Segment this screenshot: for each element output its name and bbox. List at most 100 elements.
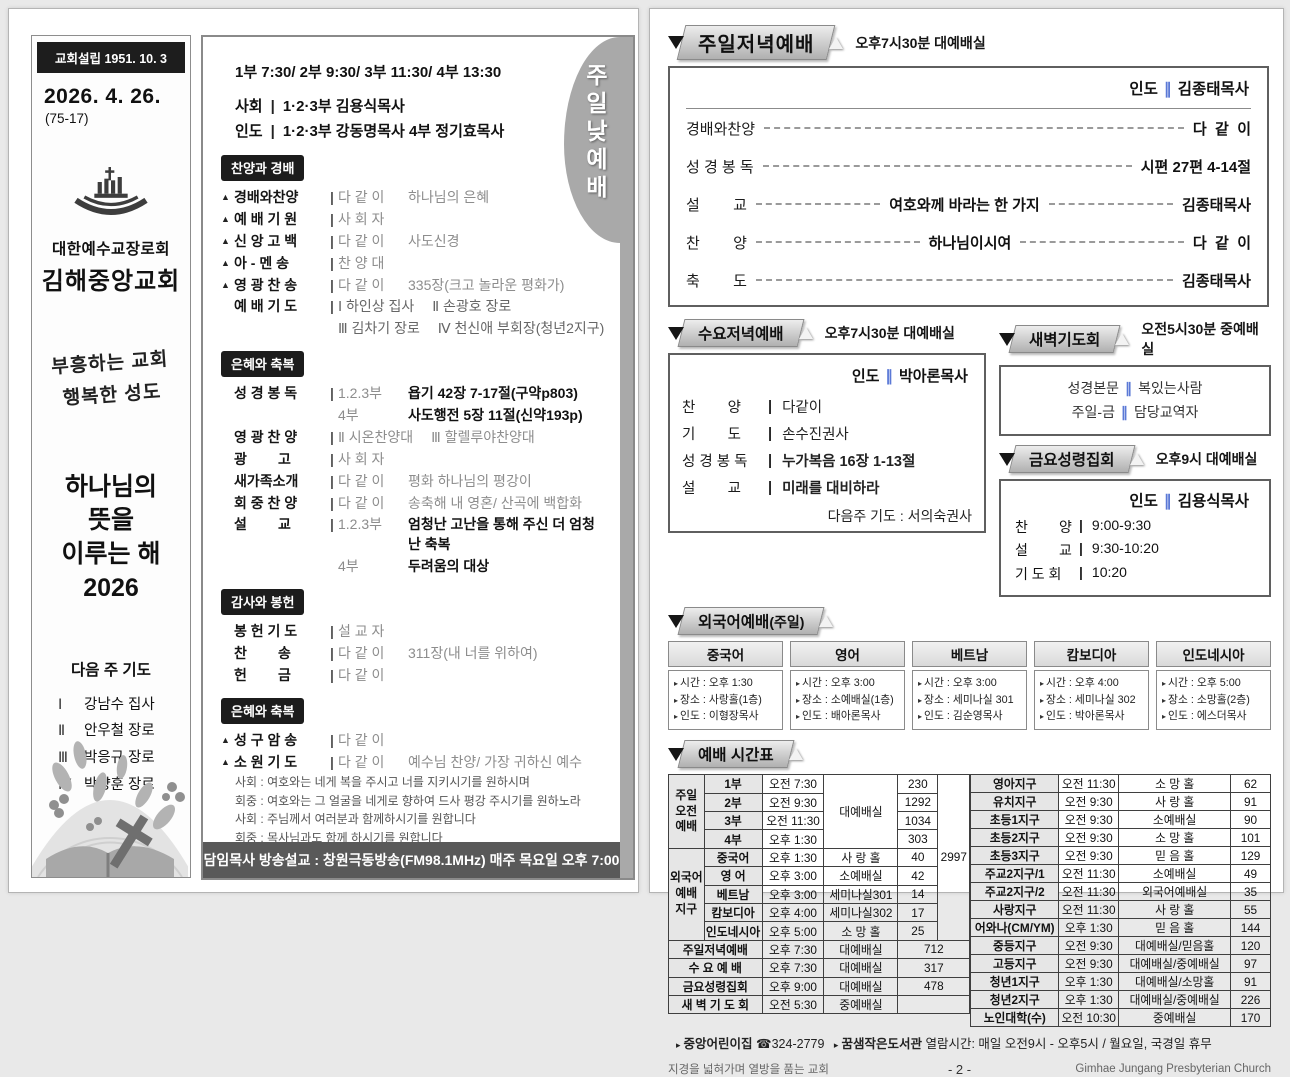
order-detail: Ⅱ 시온찬양대 Ⅲ 할렐루야찬양대 <box>338 428 535 445</box>
tt-cell: 소 망 홀 <box>823 921 899 941</box>
order-performer: 1.2.3부 <box>338 385 383 402</box>
broadcast-banner: 담임목사 방송설교 : 창원극동방송(FM98.1MHz) 매주 목요일 오후 … <box>203 842 620 878</box>
friday-meeting-box: 인도 김용식목사 찬 양 9:00-9:30 설 교 9:30-10:20 기 도 회… <box>999 479 1271 597</box>
order-detail: 평화 하나님의 평강이 <box>408 472 532 489</box>
responsive-reading-line: 회중 : 여호와는 그 얼굴을 네게로 향하여 드사 평강 주시기를 원하노라 <box>235 793 581 808</box>
order-detail: 두려움의 대상 <box>408 558 490 575</box>
section-title-box: 수요저녁예배 <box>677 319 805 347</box>
time-value: 오후 4:00 <box>1074 677 1119 689</box>
time-label: 시간 <box>1168 677 1197 689</box>
theme-line: 하나님의 <box>64 472 157 501</box>
stand-marker <box>221 297 234 300</box>
tt-cell: 오전 9:30 <box>1058 792 1120 812</box>
tt-cell: 소 망 홀 <box>1118 828 1232 848</box>
order-label: 예 배 기 도 <box>234 298 298 315</box>
order-row: ▲ 영 광 찬 송 다 같 이 335장(크고 놀라운 평화가) <box>221 276 607 296</box>
order-row: 봉 헌 기 도설 교 자 <box>221 622 607 642</box>
order-detail: 335장(크고 놀라운 평화가) <box>408 276 565 293</box>
triangle-up-icon <box>829 36 844 49</box>
section-title: 수요저녁예배 <box>698 326 784 343</box>
row-label: 주일-금 <box>1071 404 1115 420</box>
triangle-up-icon <box>1129 453 1144 465</box>
tt-cell: 오후 3:00 <box>761 866 825 886</box>
order-detail: 사도신경 <box>408 232 460 249</box>
order-detail: Ⅲ 김차기 장로 Ⅳ 천신애 부회장(청년2지구) <box>338 320 605 337</box>
order-row: ▲ 아 - 멘 송 찬 양 대 <box>221 254 607 274</box>
tt-cell: 오전 9:30 <box>1058 936 1120 956</box>
order-label: 찬 양 <box>682 400 741 416</box>
order-label: 성 구 암 송 <box>234 731 298 748</box>
card-title: 중국어 <box>668 641 783 667</box>
tt-cell: 오후 1:30 <box>761 847 825 868</box>
time-value: 오후 3:00 <box>952 677 997 689</box>
timetable-right: 영아지구 오전 11:30 소 망 홀 62 유치지구 오전 9:30 사 랑 홀 91 초… <box>970 774 1271 1028</box>
order-label: 찬 양 <box>686 234 747 252</box>
order-label: 경배와찬양 <box>686 120 756 138</box>
order-label: 회 중 찬 양 <box>234 494 298 511</box>
dawn-prayer-box: 성경본문 복있는사람 주일-금 담당교역자 <box>999 365 1271 436</box>
bullet-icon <box>1040 710 1046 722</box>
order-performer: 1.2.3부 <box>338 516 383 533</box>
order-row: 영 광 찬 양 Ⅱ 시온찬양대 Ⅲ 할렐루야찬양대 <box>221 428 607 448</box>
bullet-icon <box>674 710 680 722</box>
tt-cell: 오전 11:30 <box>761 810 825 831</box>
tt-cell: 대예배실 <box>823 939 899 960</box>
tt-cell: 129 <box>1230 846 1271 866</box>
tt-cell: 1부 <box>703 774 763 794</box>
bullet-icon <box>1162 677 1168 689</box>
order-label: 설 교 <box>682 481 741 497</box>
divider <box>1079 517 1083 537</box>
order-performer: 4부 <box>338 407 359 423</box>
tt-cell: 사 랑 홀 <box>1118 792 1232 812</box>
stand-marker <box>221 450 234 453</box>
tt-cell: 소 망 홀 <box>1118 774 1232 794</box>
order-detail: 엄청난 고난을 통해 주신 더 엄청난 축복 <box>408 516 595 553</box>
stand-marker <box>221 428 234 431</box>
tt-cell: 오전 9:30 <box>1058 828 1120 848</box>
responsive-reading-line: 사회 : 여호와는 네게 복을 주시고 너를 지키시기를 원하시며 <box>235 775 530 790</box>
leader-name: 김용식목사 <box>1177 493 1249 510</box>
tt-cell: 1292 <box>897 792 939 812</box>
tt-cell: 144 <box>1230 918 1271 938</box>
tt-cell: 303 <box>897 829 939 849</box>
section-title: 예배 시간표 <box>698 747 774 765</box>
order-label: 광 고 <box>234 450 291 467</box>
triangle-up-icon <box>788 748 803 761</box>
bulletin-issue-number: (75-17) <box>45 111 89 126</box>
tt-cell: 중예배실 <box>823 994 899 1015</box>
leader-label: 인도 <box>851 368 880 385</box>
order-label: 설 교 <box>234 516 291 533</box>
tt-cell: 주교2지구/1 <box>970 864 1060 884</box>
tt-cell: 초등2지구 <box>970 828 1060 848</box>
order-performer: 다 같 이 <box>338 731 385 748</box>
order-performer: 다 같 이 <box>338 753 385 770</box>
row-label: 성경본문 <box>1067 380 1120 396</box>
tt-group-line: 예배 <box>675 886 698 901</box>
triangle-down-icon <box>668 614 684 628</box>
prayer-item: Ⅰ 강남수 집사 <box>58 692 190 719</box>
double-bar-divider <box>1115 404 1134 420</box>
church-founded-banner: 교회설립 1951. 10. 3 <box>37 42 185 73</box>
order-label: 새가족소개 <box>234 472 299 489</box>
tt-cell: 노인대학(수) <box>970 1008 1060 1028</box>
order-value: 누가복음 16장 1-13절 <box>782 454 916 470</box>
tt-cell: 91 <box>1230 792 1271 812</box>
tt-group: 외국어 예배 지구 <box>668 847 705 941</box>
tt-cell: 오후 7:30 <box>761 939 825 960</box>
order-row: 설 교 미래를 대비하라 <box>682 477 972 498</box>
tt-group-line: 예배 <box>675 819 698 834</box>
bullet-icon <box>1162 710 1168 722</box>
section-title-box: 예배 시간표 <box>677 740 795 769</box>
divider <box>326 210 338 230</box>
stand-marker <box>221 622 234 625</box>
tt-cell: 수 요 예 배 <box>668 958 763 978</box>
tt-cell: 주일저녁예배 <box>668 939 763 960</box>
tt-cell: 대예배실/소망홀 <box>1118 972 1232 992</box>
tt-cell: 오전 9:30 <box>1058 846 1120 866</box>
order-row-continuation: 4부 사도행전 5장 11절(신약193p) <box>221 406 607 426</box>
tt-cell: 4부 <box>703 829 763 849</box>
order-row-continuation: 4부 두려움의 대상 <box>221 557 607 577</box>
tt-cell: 초등3지구 <box>970 846 1060 866</box>
order-label: 헌 금 <box>234 666 291 683</box>
tt-cell <box>897 994 971 1015</box>
